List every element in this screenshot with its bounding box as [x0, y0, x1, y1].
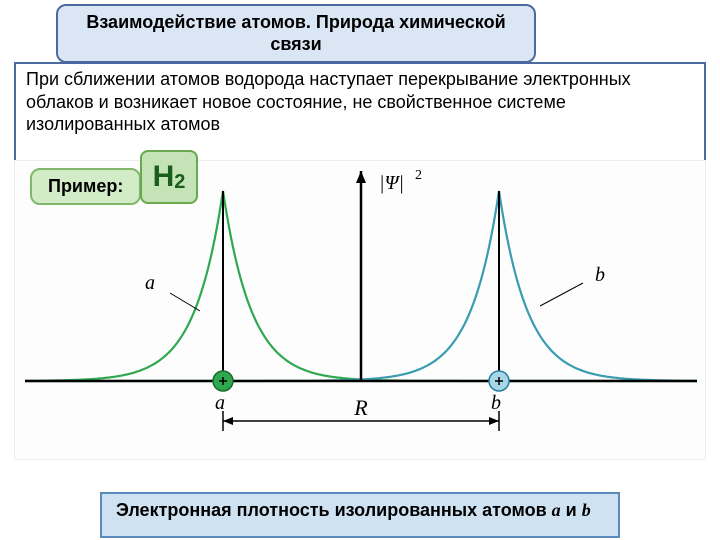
caption-conj: и [561, 500, 582, 520]
svg-text:2: 2 [415, 168, 422, 183]
svg-text:b: b [491, 392, 501, 414]
svg-text:b: b [595, 264, 605, 286]
svg-text:a: a [215, 392, 225, 414]
caption-box: Электронная плотность изолированных атом… [100, 492, 620, 538]
caption-a: a [552, 500, 561, 520]
caption-prefix: Электронная плотность изолированных атом… [116, 500, 552, 520]
molecule-badge: H2 [140, 150, 198, 204]
molecule-symbol: H [153, 160, 175, 194]
svg-text:|Ψ|: |Ψ| [379, 172, 404, 194]
svg-text:R: R [353, 395, 368, 420]
caption-b: b [582, 500, 591, 520]
molecule-subscript: 2 [174, 171, 185, 194]
example-label: Пример: [30, 168, 141, 205]
density-chart: |Ψ| 2 a b a b R [14, 160, 706, 460]
description-box: При сближении атомов водорода наступает … [14, 62, 706, 162]
svg-text:a: a [145, 272, 155, 294]
chart-svg: |Ψ| 2 a b a b R [15, 161, 707, 461]
slide-title: Взаимодействие атомов. Природа химическо… [56, 4, 536, 63]
